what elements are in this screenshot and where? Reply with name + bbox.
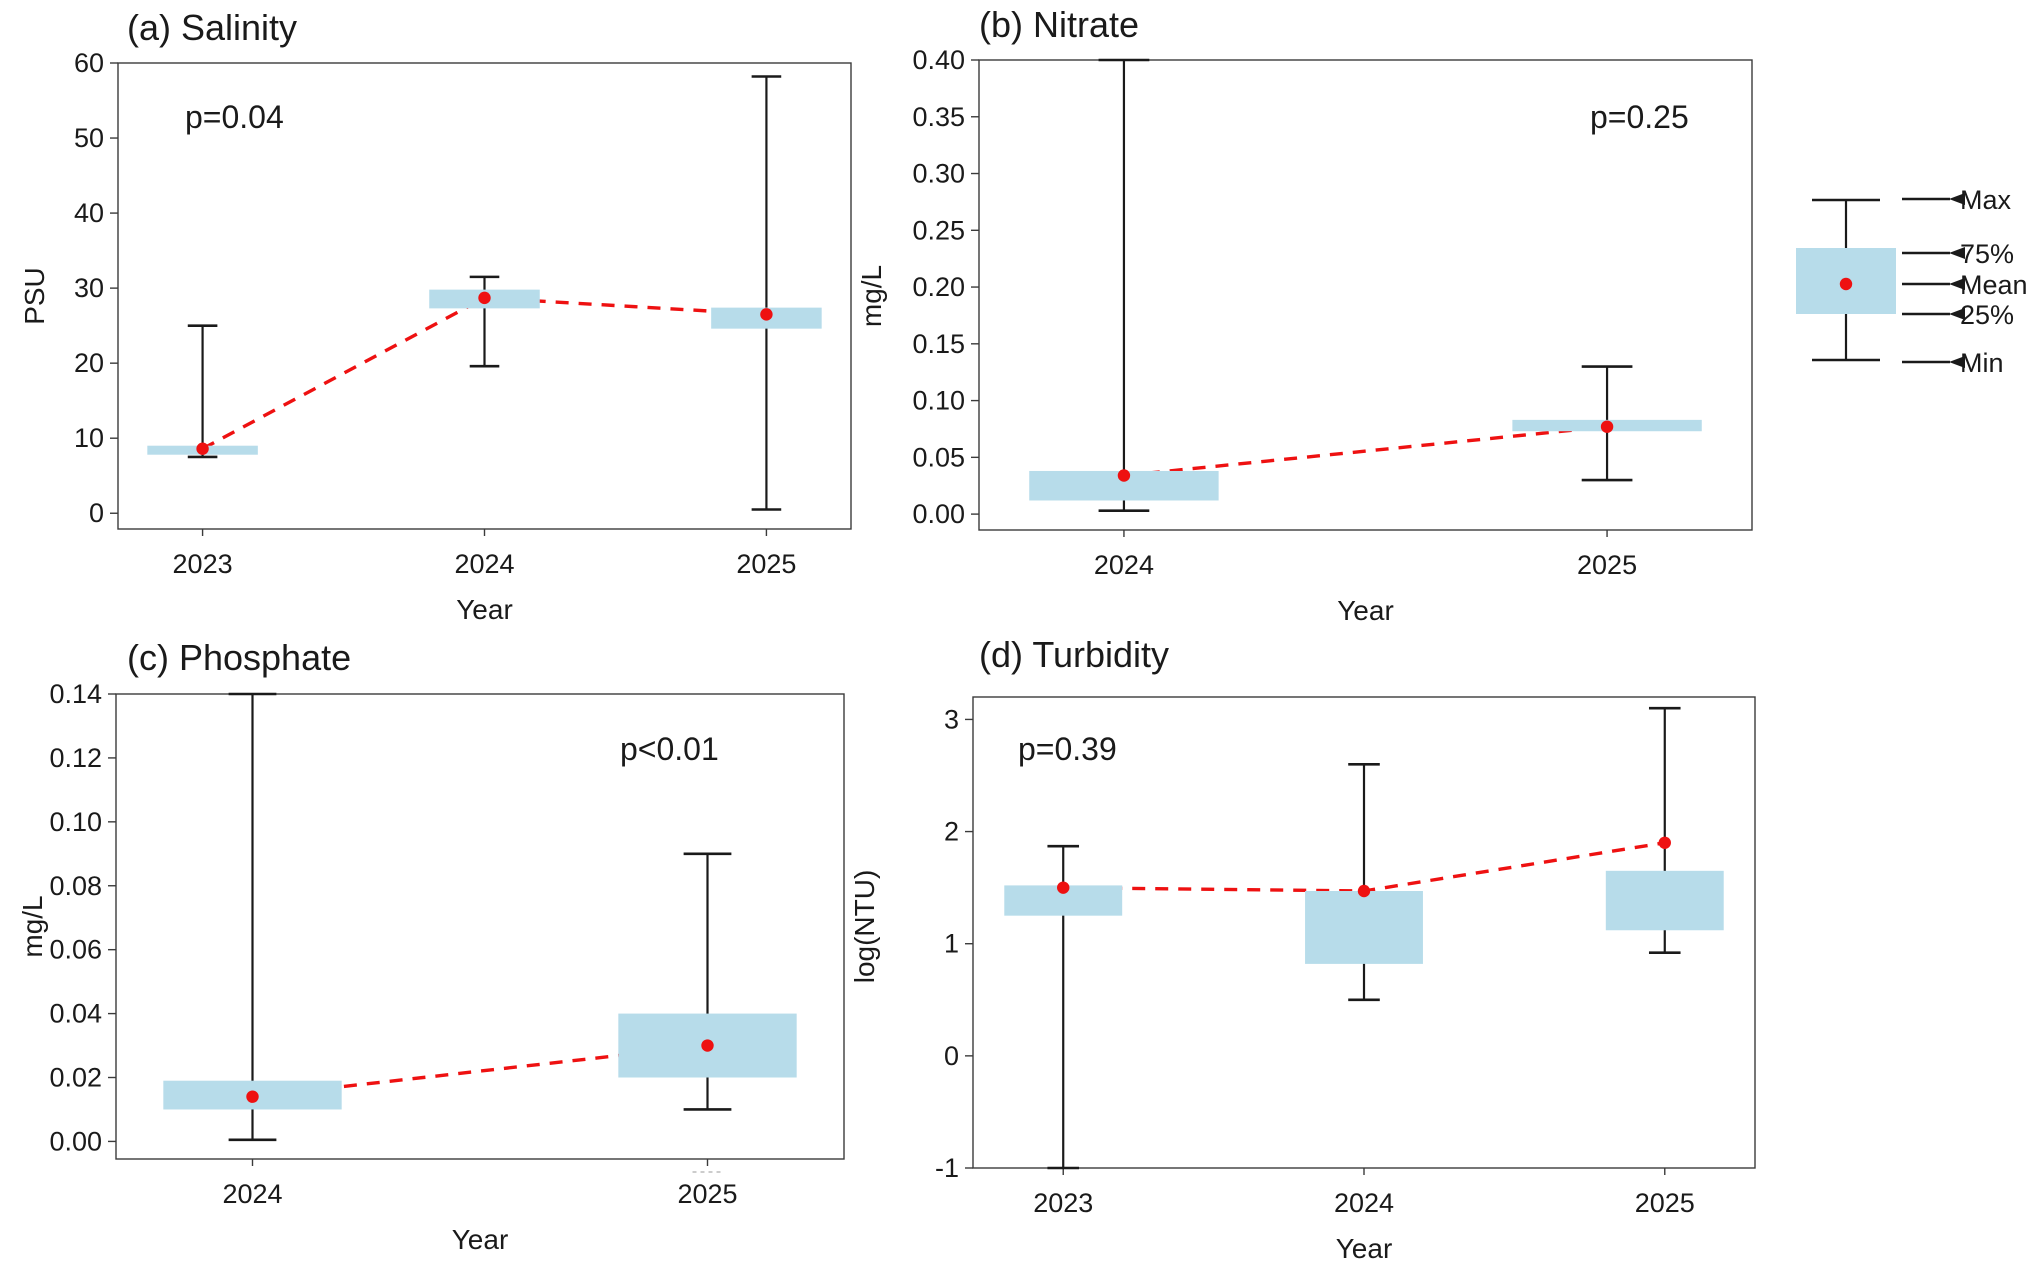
svg-text:40: 40 <box>74 198 104 228</box>
svg-text:mg/L: mg/L <box>17 895 48 957</box>
svg-text:0.04: 0.04 <box>49 999 102 1029</box>
svg-text:1: 1 <box>944 929 959 959</box>
svg-text:p=0.39: p=0.39 <box>1018 731 1117 767</box>
svg-text:0.10: 0.10 <box>912 386 965 416</box>
svg-text:(b) Nitrate: (b) Nitrate <box>979 4 1139 45</box>
svg-text:(d) Turbidity: (d) Turbidity <box>979 634 1169 675</box>
svg-text:p=0.04: p=0.04 <box>185 99 284 135</box>
svg-text:0.10: 0.10 <box>49 807 102 837</box>
svg-text:0.00: 0.00 <box>49 1126 102 1156</box>
svg-text:30: 30 <box>74 273 104 303</box>
svg-text:2024: 2024 <box>454 549 514 579</box>
svg-text:2024: 2024 <box>222 1179 282 1209</box>
svg-text:0: 0 <box>944 1041 959 1071</box>
svg-text:2023: 2023 <box>173 549 233 579</box>
svg-text:2: 2 <box>944 817 959 847</box>
svg-text:log(NTU): log(NTU) <box>849 870 880 984</box>
svg-text:0.08: 0.08 <box>49 871 102 901</box>
svg-text:PSU: PSU <box>19 267 50 325</box>
svg-text:0.40: 0.40 <box>912 45 965 75</box>
svg-text:Year: Year <box>1337 595 1394 626</box>
svg-text:2025: 2025 <box>736 549 796 579</box>
svg-text:2025: 2025 <box>1577 550 1637 580</box>
svg-text:p<0.01: p<0.01 <box>620 731 719 767</box>
svg-text:0.25: 0.25 <box>912 215 965 245</box>
svg-text:Min: Min <box>1960 348 2004 378</box>
svg-text:mg/L: mg/L <box>856 265 887 327</box>
svg-text:60: 60 <box>74 48 104 78</box>
svg-text:0.00: 0.00 <box>912 499 965 529</box>
svg-text:2025: 2025 <box>677 1179 737 1209</box>
svg-text:Year: Year <box>1336 1233 1393 1261</box>
svg-text:2024: 2024 <box>1094 550 1154 580</box>
svg-text:3: 3 <box>944 704 959 734</box>
svg-text:0.06: 0.06 <box>49 935 102 965</box>
svg-text:0.15: 0.15 <box>912 329 965 359</box>
svg-text:Mean: Mean <box>1960 270 2028 300</box>
svg-text:0.12: 0.12 <box>49 743 102 773</box>
svg-text:0.35: 0.35 <box>912 102 965 132</box>
svg-text:(a) Salinity: (a) Salinity <box>127 7 297 48</box>
svg-text:0.02: 0.02 <box>49 1063 102 1093</box>
svg-text:0.20: 0.20 <box>912 272 965 302</box>
svg-text:p=0.25: p=0.25 <box>1590 99 1689 135</box>
svg-text:75%: 75% <box>1960 239 2014 269</box>
svg-text:0.30: 0.30 <box>912 159 965 189</box>
svg-text:Max: Max <box>1960 185 2012 215</box>
svg-text:2023: 2023 <box>1033 1188 1093 1218</box>
svg-text:-1: -1 <box>935 1153 959 1183</box>
svg-text:10: 10 <box>74 423 104 453</box>
svg-text:0.05: 0.05 <box>912 442 965 472</box>
svg-text:0: 0 <box>89 498 104 528</box>
svg-text:2024: 2024 <box>1334 1188 1394 1218</box>
svg-text:(c) Phosphate: (c) Phosphate <box>127 637 351 678</box>
svg-text:Year: Year <box>456 594 513 625</box>
svg-text:2025: 2025 <box>1635 1188 1695 1218</box>
svg-text:50: 50 <box>74 123 104 153</box>
svg-text:20: 20 <box>74 348 104 378</box>
svg-text:25%: 25% <box>1960 300 2014 330</box>
svg-text:Year: Year <box>452 1224 509 1255</box>
svg-text:0.14: 0.14 <box>49 679 102 709</box>
